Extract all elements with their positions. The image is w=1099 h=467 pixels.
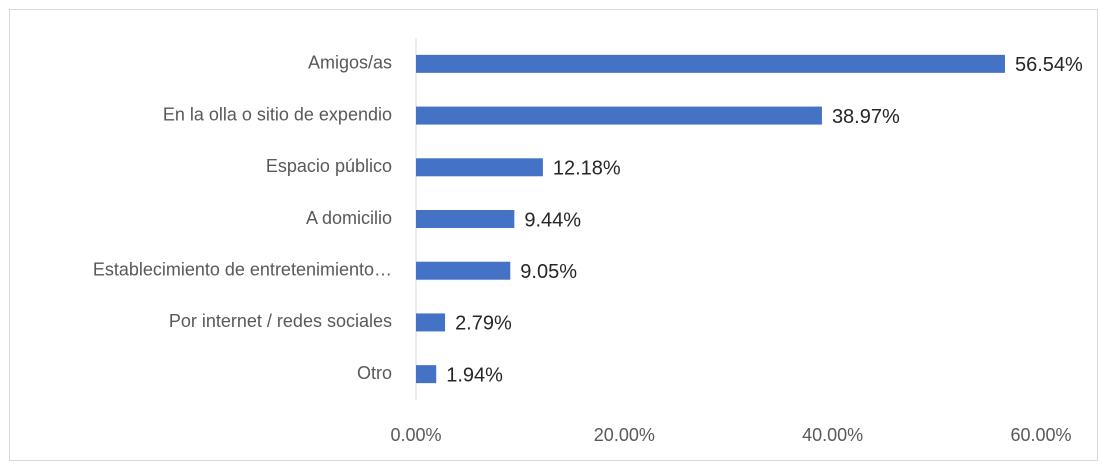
y-tick-label: Amigos/as <box>308 53 392 73</box>
data-label: 1.94% <box>446 364 503 386</box>
y-tick-label: En la olla o sitio de expendio <box>163 104 392 124</box>
data-label: 56.54% <box>1015 54 1083 76</box>
x-tick-label: 20.00% <box>594 425 655 445</box>
bar <box>416 210 515 228</box>
bar <box>416 365 437 384</box>
bar <box>416 106 822 125</box>
y-tick-label: Establecimiento de entretenimiento… <box>93 259 392 279</box>
bar <box>416 313 446 332</box>
data-label: 9.44% <box>524 209 581 231</box>
bar <box>416 261 511 280</box>
y-tick-label: Otro <box>357 363 392 383</box>
chart-border <box>9 9 1098 461</box>
x-tick-label: 0.00% <box>390 425 441 445</box>
x-tick-label: 60.00% <box>1010 425 1071 445</box>
bar <box>416 54 1005 73</box>
data-label: 9.05% <box>520 261 577 283</box>
y-tick-label: Espacio público <box>266 156 392 176</box>
y-tick-label: A domicilio <box>306 208 392 228</box>
x-tick-label: 40.00% <box>802 425 863 445</box>
data-label: 38.97% <box>832 106 900 128</box>
data-label: 2.79% <box>455 313 512 335</box>
data-label: 12.18% <box>553 158 621 180</box>
bar <box>416 158 543 177</box>
y-tick-label: Por internet / redes sociales <box>169 311 392 331</box>
